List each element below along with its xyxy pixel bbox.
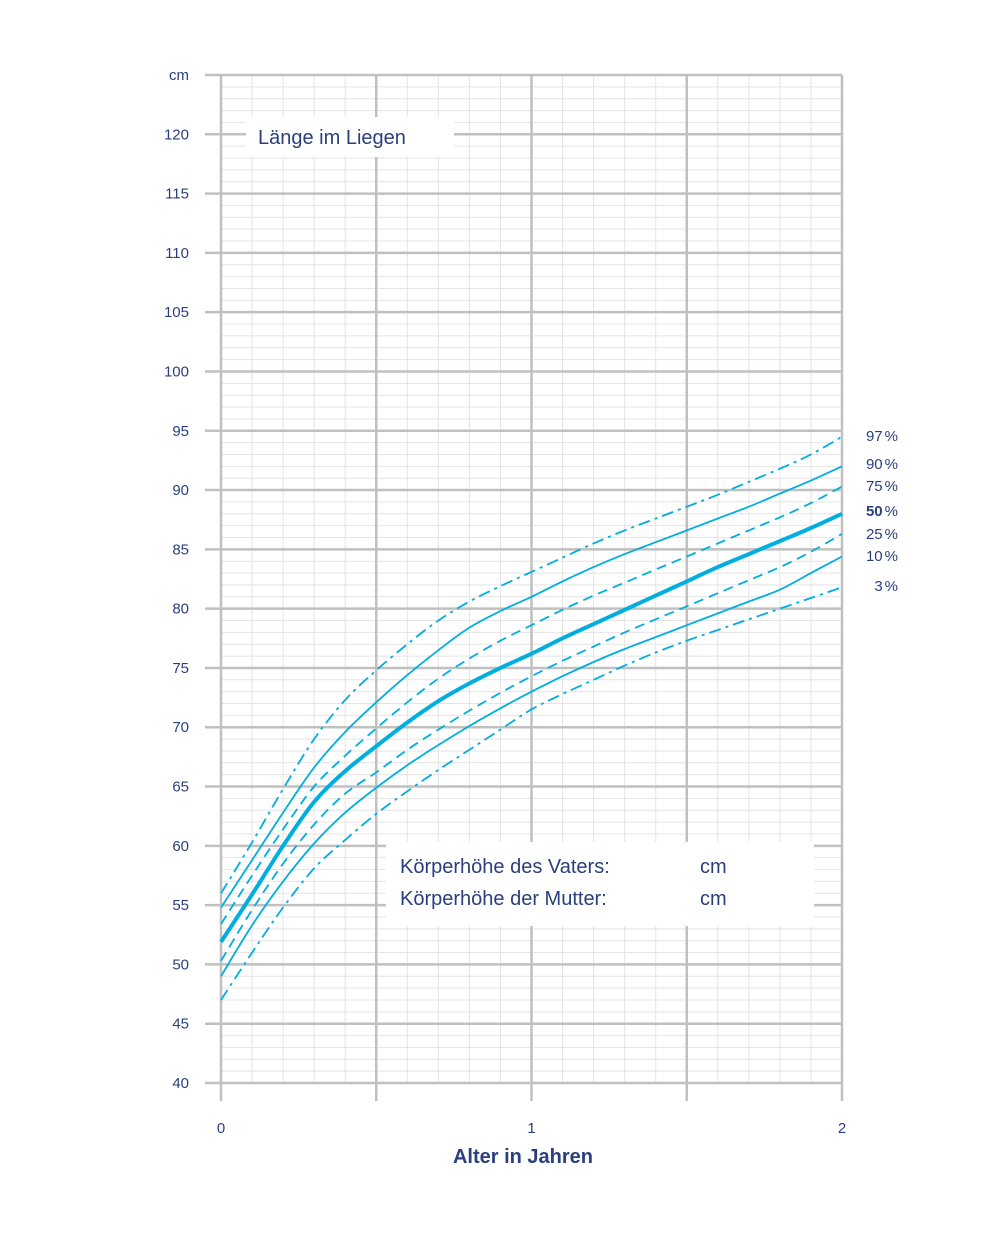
x-axis-label: Alter in Jahren (453, 1146, 593, 1168)
y-tick-label: 95 (172, 423, 189, 440)
series-line-25 (220, 533, 843, 962)
series-label-3: 3% (874, 578, 898, 595)
x-tick-label: 1 (527, 1120, 535, 1137)
y-tick-label: 85 (172, 541, 189, 558)
series-line-50 (219, 511, 843, 943)
y-tick-label: 45 (172, 1016, 189, 1033)
mother-height-unit: cm (700, 888, 727, 910)
series-line-10 (220, 555, 843, 977)
series-label-25: 25% (866, 526, 898, 543)
y-tick-label: 90 (172, 482, 189, 499)
y-tick-label: 65 (172, 779, 189, 796)
series-label-90: 90% (866, 456, 898, 473)
y-tick-label: 60 (172, 838, 189, 855)
percentile-lines (219, 435, 843, 1001)
y-tick-label: 110 (165, 245, 189, 262)
x-tick-labels: 0 1 2 (217, 1120, 846, 1137)
y-tick-labels: 40 45 50 55 60 65 70 75 80 85 90 95 100 105 110 115 120 c… (164, 67, 189, 1092)
chart-title: Länge im Liegen (258, 127, 406, 149)
mother-height-label: Körperhöhe der Mutter: (400, 888, 607, 910)
y-tick-label: 80 (172, 601, 189, 618)
series-label-75: 75% (866, 478, 898, 495)
series-line-90 (220, 465, 843, 908)
x-tick-label: 2 (838, 1120, 846, 1137)
y-tick-label: 100 (164, 363, 189, 380)
y-tick-label: 40 (172, 1075, 189, 1092)
y-tick-label: 70 (172, 719, 189, 736)
y-tick-label: 115 (165, 186, 189, 203)
percentile-labels: 97 % 90 % 75 % 50 % 25 % 10 % 3% (866, 428, 898, 595)
y-tick-label: 120 (164, 126, 189, 143)
father-height-label: Körperhöhe des Vaters: (400, 856, 610, 878)
series-label-50: 50% (866, 503, 898, 520)
series-label-97: 97% (866, 428, 898, 445)
father-height-unit: cm (700, 856, 727, 878)
series-line-75 (220, 485, 843, 925)
chart-title-box: Länge im Liegen (246, 117, 454, 157)
series-label-10: 10% (866, 548, 898, 565)
parents-height-box: Körperhöhe des Vaters: cm Körperhöhe der… (386, 842, 814, 926)
y-tick-label: 75 (172, 660, 189, 677)
x-tick-label: 0 (217, 1120, 225, 1137)
series-line-3 (220, 586, 843, 1001)
y-tick-label: 50 (172, 956, 189, 973)
y-tick-label: 55 (172, 897, 189, 914)
y-tick-label: cm (169, 67, 189, 84)
series-line-97 (220, 435, 843, 894)
y-tick-label: 105 (164, 304, 189, 321)
